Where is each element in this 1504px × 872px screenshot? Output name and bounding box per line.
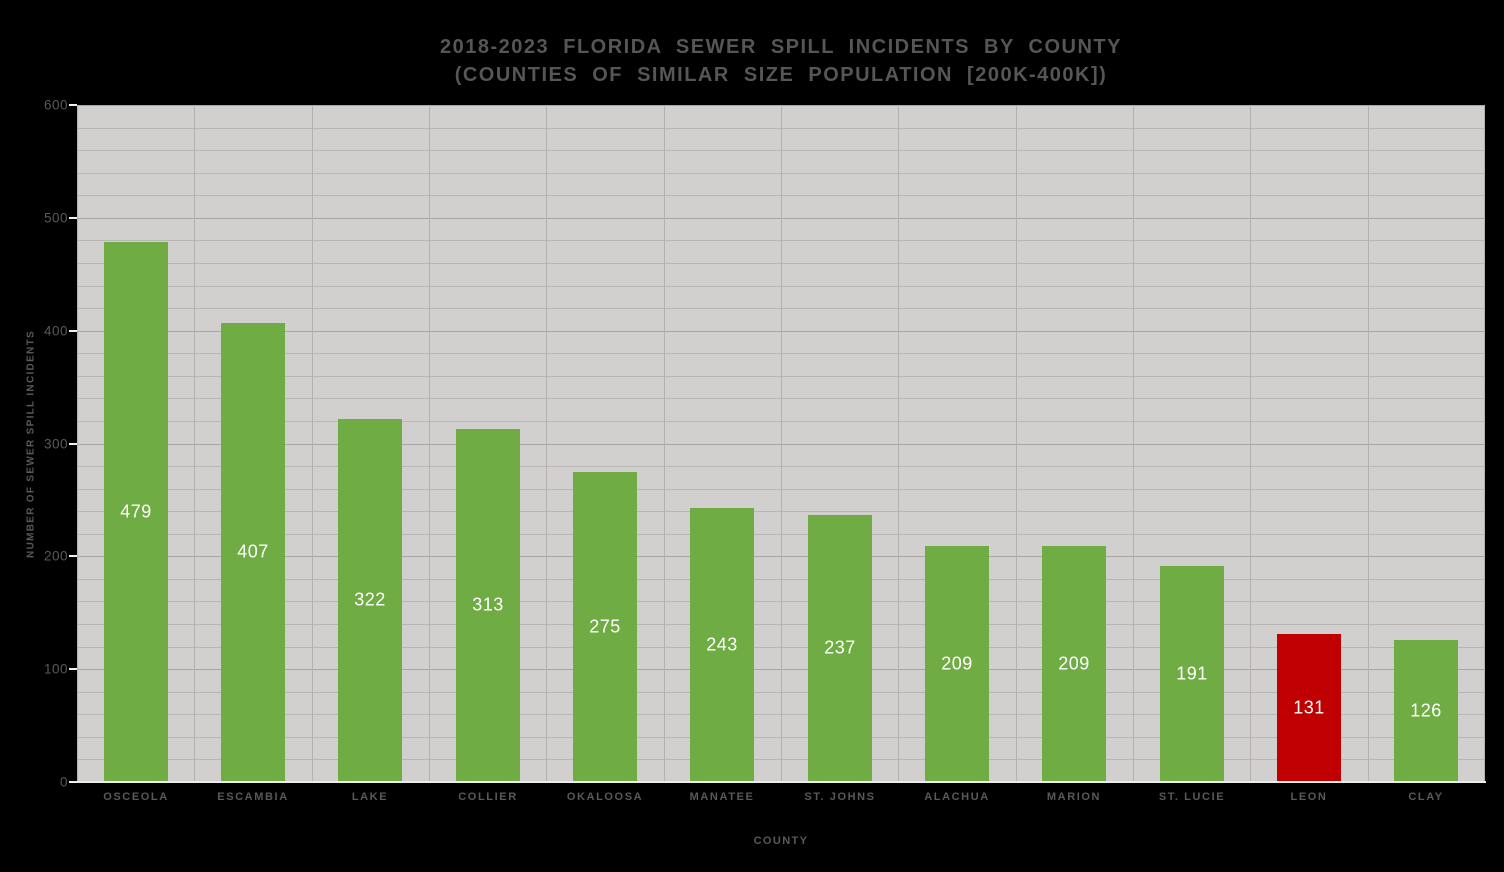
bar-okaloosa (573, 472, 637, 782)
v-gridline (898, 105, 899, 782)
v-gridline (77, 105, 78, 782)
x-axis-line (77, 781, 1486, 783)
bar-value-label: 191 (1176, 663, 1208, 684)
y-tick-label: 300 (43, 436, 68, 452)
bar-clay (1394, 640, 1458, 782)
y-tick-label: 400 (43, 323, 68, 339)
x-tick-label: ALACHUA (924, 791, 990, 803)
y-tick-mark (69, 104, 77, 106)
bar-value-label: 322 (354, 589, 386, 610)
x-tick-label: ST. LUCIE (1158, 791, 1226, 803)
bar-value-label: 275 (589, 616, 621, 637)
v-gridline (429, 105, 430, 782)
y-tick-label: 100 (43, 661, 68, 677)
bar-osceola (104, 242, 168, 782)
x-tick-label: LAKE (351, 791, 389, 803)
chart-title: 2018-2023 FLORIDA SEWER SPILL INCIDENTS … (440, 36, 1122, 58)
v-gridline (1016, 105, 1017, 782)
bar-value-label: 243 (706, 634, 738, 655)
y-tick-label: 200 (43, 548, 68, 564)
y-tick-mark (69, 217, 77, 219)
y-tick-mark (69, 330, 77, 332)
bar-value-label: 407 (237, 541, 269, 562)
bar-value-label: 131 (1293, 697, 1325, 718)
bar-manatee (690, 508, 754, 782)
v-gridline (664, 105, 665, 782)
y-tick-label: 500 (43, 210, 68, 226)
y-tick-mark (69, 781, 77, 783)
v-gridline (1368, 105, 1369, 782)
y-tick-mark (69, 443, 77, 445)
bar-st-johns (808, 515, 872, 782)
bar-lake (338, 419, 402, 782)
x-tick-label: ST. JOHNS (804, 791, 876, 803)
y-axis-title: NUMBER OF SEWER SPILL INCIDENTS (25, 330, 37, 558)
x-tick-label: COLLIER (458, 791, 518, 803)
x-tick-label: OSCEOLA (103, 791, 169, 803)
bar-leon (1277, 634, 1341, 782)
x-tick-label: LEON (1290, 791, 1328, 803)
chart-title-block: 2018-2023 FLORIDA SEWER SPILL INCIDENTS … (77, 33, 1485, 89)
x-tick-label: OKALOOSA (566, 791, 644, 803)
v-gridline (1133, 105, 1134, 782)
bar-escambia (221, 323, 285, 782)
bar-marion (1042, 546, 1106, 782)
y-tick-label: 0 (59, 774, 68, 790)
x-tick-label: MARION (1046, 791, 1102, 803)
plot-area: 479 407 322 313 275 243 237 209 209 191 131 126 (77, 105, 1485, 782)
x-tick-label: CLAY (1408, 791, 1444, 803)
bar-value-label: 209 (1058, 653, 1090, 674)
bar-value-label: 237 (824, 637, 856, 658)
bar-value-label: 209 (941, 653, 973, 674)
x-tick-label: ESCAMBIA (217, 791, 289, 803)
v-gridline (546, 105, 547, 782)
v-gridline (194, 105, 195, 782)
bar-alachua (925, 546, 989, 782)
x-axis-title: COUNTY (753, 835, 809, 847)
bar-value-label: 313 (472, 594, 504, 615)
chart-subtitle: (COUNTIES OF SIMILAR SIZE POPULATION [20… (454, 64, 1108, 86)
y-tick-mark (69, 555, 77, 557)
y-tick-mark (69, 668, 77, 670)
y-tick-label: 600 (43, 97, 68, 113)
v-gridline (1250, 105, 1251, 782)
bar-value-label: 126 (1410, 700, 1442, 721)
bar-value-label: 479 (120, 501, 152, 522)
v-gridline (1484, 105, 1485, 782)
v-gridline (312, 105, 313, 782)
x-tick-label: MANATEE (689, 791, 755, 803)
v-gridline (781, 105, 782, 782)
bar-st-lucie (1160, 566, 1224, 782)
bar-collier (456, 429, 520, 782)
